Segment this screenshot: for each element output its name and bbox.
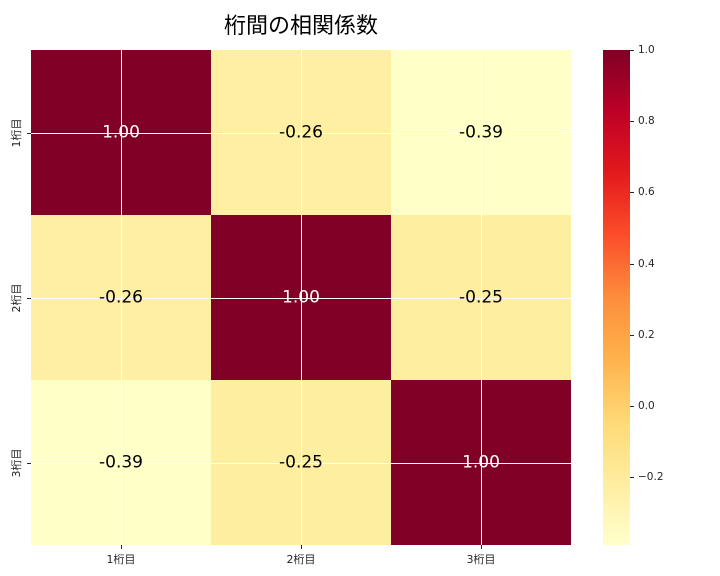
- y-axis-label: 3桁目: [10, 448, 23, 477]
- colorbar-tick: [630, 192, 634, 194]
- y-axis-tick: [27, 462, 31, 464]
- y-axis-tick: [27, 132, 31, 134]
- colorbar-tick-label: 0.4: [638, 257, 655, 270]
- gridline-horizontal: [31, 462, 571, 464]
- x-axis-tick: [301, 545, 302, 549]
- x-axis-tick: [121, 545, 122, 549]
- colorbar-tick: [630, 121, 634, 123]
- heatmap-cell-value: 1.00: [282, 287, 320, 307]
- colorbar-tick-label: −0.2: [638, 471, 664, 484]
- colorbar-tick-label: 1.0: [638, 44, 655, 56]
- heatmap-cell-value: 1.00: [102, 122, 140, 142]
- y-axis-label: 2桁目: [10, 283, 23, 312]
- y-axis-tick: [27, 297, 31, 299]
- colorbar-tick: [630, 263, 634, 265]
- gridline-vertical: [481, 50, 482, 545]
- heatmap-cell-value: -0.39: [459, 122, 503, 142]
- x-axis-label: 2桁目: [286, 553, 316, 566]
- colorbar-tick-label: 0.2: [638, 328, 655, 341]
- heatmap-cell-value: 1.00: [462, 452, 500, 472]
- x-axis-label: 1桁目: [106, 553, 136, 566]
- heatmap-grid: 1.00 -0.26 -0.39 -0.26 1.00 -0.25 -0.39 -0.25 1.…: [31, 50, 571, 545]
- heatmap-cell-value: -0.25: [459, 287, 503, 307]
- colorbar-tick: [630, 50, 634, 51]
- colorbar-tick: [630, 334, 634, 336]
- colorbar-tick-label: 0.0: [638, 400, 655, 413]
- x-axis-tick: [481, 545, 482, 549]
- chart-title: 桁間の相関係数: [223, 14, 378, 39]
- colorbar: [603, 50, 630, 545]
- x-axis-label: 3桁目: [466, 553, 496, 566]
- y-axis-label: 1桁目: [10, 118, 23, 147]
- colorbar-tick-label: 0.6: [638, 186, 655, 199]
- heatmap-cell-value: -0.26: [279, 122, 323, 142]
- heatmap-cell-value: -0.26: [99, 287, 143, 307]
- heatmap-cell-value: -0.25: [279, 452, 323, 472]
- colorbar-tick: [630, 406, 634, 408]
- gridline-horizontal: [31, 297, 571, 299]
- heatmap-cell-value: -0.39: [99, 452, 143, 472]
- colorbar-tick-label: 0.8: [638, 115, 655, 128]
- colorbar-tick: [630, 477, 634, 479]
